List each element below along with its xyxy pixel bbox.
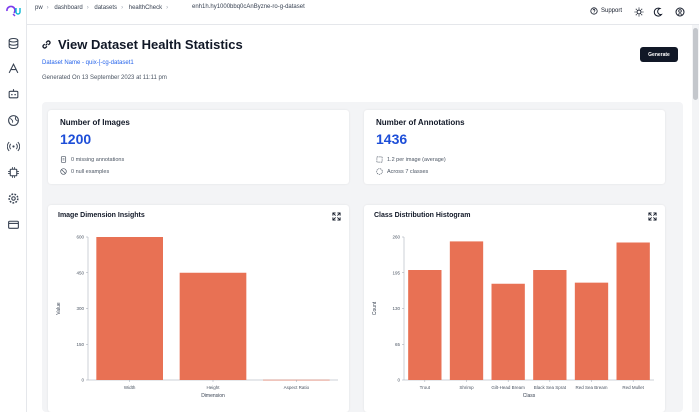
stat-value: 1436 bbox=[376, 131, 408, 147]
support-button[interactable]: Support bbox=[590, 7, 622, 15]
scrollbar-thumb[interactable] bbox=[693, 28, 698, 100]
y-axis-label: Value bbox=[56, 302, 62, 315]
card-icon[interactable] bbox=[7, 218, 20, 231]
classes-icon bbox=[376, 168, 383, 175]
images-stat-card: Number of Images 1200 0 missing annotati… bbox=[48, 110, 349, 184]
cpu-icon[interactable] bbox=[7, 166, 20, 179]
gear-icon[interactable] bbox=[7, 192, 20, 205]
app-logo[interactable] bbox=[5, 5, 23, 17]
main-content: View Dataset Health Statistics Dataset N… bbox=[27, 25, 692, 412]
chart-bar bbox=[96, 237, 163, 380]
class-chart-card: Class Distribution Histogram Count 0 65 130… bbox=[364, 205, 665, 412]
y-tick-label: 260 bbox=[392, 235, 400, 240]
chart-bar bbox=[491, 283, 525, 380]
chart-bar bbox=[533, 270, 567, 380]
y-axis-label: Count bbox=[372, 301, 378, 315]
document-icon bbox=[60, 156, 67, 163]
breadcrumb-item[interactable]: healthCheck bbox=[128, 5, 163, 11]
chart-title: Class Distribution Histogram bbox=[374, 212, 471, 219]
stat-line-text: 1.2 per image (average) bbox=[387, 156, 446, 163]
dimension-chart-card: Image Dimension Insights Value 0 150 300 450… bbox=[48, 205, 349, 412]
x-tick-label: Aspect Ratio bbox=[284, 385, 310, 390]
breadcrumb-item[interactable]: pw bbox=[35, 5, 43, 11]
chart-bar bbox=[449, 241, 484, 380]
expand-icon[interactable] bbox=[648, 212, 657, 221]
x-tick-label: Height bbox=[206, 385, 220, 390]
x-tick-label: Red Mullet bbox=[622, 385, 644, 390]
chart-bar bbox=[574, 282, 609, 380]
x-tick-label: Trout bbox=[420, 385, 431, 390]
x-tick-label: Shrimp bbox=[459, 385, 474, 390]
y-tick-label: 450 bbox=[76, 270, 84, 275]
breadcrumb: pw › dashboard › datasets › healthCheck › bbox=[35, 5, 172, 11]
stat-line: 0 null examples bbox=[60, 168, 109, 175]
stat-line-text: 0 missing annotations bbox=[71, 156, 125, 163]
chart-bar bbox=[616, 242, 650, 380]
page-title: View Dataset Health Statistics bbox=[41, 37, 243, 52]
y-tick-label: 0 bbox=[397, 378, 400, 383]
globe-icon[interactable] bbox=[7, 114, 20, 127]
user-icon[interactable] bbox=[675, 7, 685, 17]
breadcrumb-item[interactable]: datasets bbox=[94, 5, 118, 11]
y-tick-label: 65 bbox=[395, 342, 401, 347]
breadcrumb-separator: › bbox=[166, 5, 169, 11]
stat-line: 1.2 per image (average) bbox=[376, 156, 446, 163]
stat-line: 0 missing annotations bbox=[60, 156, 124, 163]
broadcast-icon[interactable] bbox=[7, 140, 20, 153]
x-axis-label: Dimension bbox=[201, 393, 225, 399]
breadcrumb-item[interactable]: dashboard bbox=[54, 5, 83, 11]
stat-value: 1200 bbox=[60, 131, 92, 147]
x-tick-label: Width bbox=[124, 385, 136, 390]
x-tick-label: Black Sea Sprat bbox=[534, 385, 567, 390]
scrollbar-track[interactable] bbox=[692, 25, 699, 412]
x-axis-label: Class bbox=[523, 393, 536, 399]
breadcrumb-current: enh1h.hy1000bbq0cAnByzne-ro-g-dataset bbox=[192, 4, 305, 10]
x-tick-label: Red Sea Bream bbox=[575, 385, 607, 390]
top-bar: pw › dashboard › datasets › healthCheck › en… bbox=[27, 0, 699, 25]
y-tick-label: 0 bbox=[81, 378, 84, 383]
dimension-bar-chart: Value 0 150 300 450 600 Width Height Aspect Rati… bbox=[56, 235, 338, 399]
chart-bar bbox=[408, 270, 442, 380]
stat-title: Number of Images bbox=[60, 118, 130, 127]
chart-title: Image Dimension Insights bbox=[58, 212, 145, 219]
y-tick-label: 195 bbox=[392, 270, 400, 275]
support-label: Support bbox=[601, 8, 623, 14]
dataset-name: Dataset Name - quix-[-cg-dataset1 bbox=[42, 60, 134, 66]
chart-bar bbox=[179, 272, 247, 380]
page-title-text: View Dataset Health Statistics bbox=[58, 37, 243, 52]
expand-icon[interactable] bbox=[332, 212, 341, 221]
annotations-stat-card: Number of Annotations 1436 1.2 per image… bbox=[364, 110, 665, 184]
moon-icon[interactable] bbox=[653, 7, 663, 17]
stat-title: Number of Annotations bbox=[376, 118, 465, 127]
stat-line-text: 0 null examples bbox=[71, 168, 110, 175]
sun-icon[interactable] bbox=[634, 7, 644, 17]
generated-on: Generated On 13 September 2023 at 11:11 … bbox=[42, 75, 167, 81]
bounding-box-icon bbox=[376, 156, 383, 163]
breadcrumb-separator: › bbox=[86, 5, 89, 11]
class-bar-chart: Count 0 65 130 195 260 Trout Shrimp Gilt-Head Br… bbox=[372, 235, 654, 399]
link-icon bbox=[42, 40, 51, 49]
y-tick-label: 300 bbox=[76, 306, 84, 311]
y-tick-label: 600 bbox=[76, 235, 84, 240]
help-circle-icon bbox=[590, 7, 598, 15]
x-tick-label: Gilt-Head Bream bbox=[491, 385, 525, 390]
stat-line: Across 7 classes bbox=[376, 168, 428, 175]
stat-line-text: Across 7 classes bbox=[387, 168, 429, 175]
annotate-icon[interactable] bbox=[7, 62, 20, 75]
breadcrumb-separator: › bbox=[46, 5, 49, 11]
y-tick-label: 130 bbox=[392, 306, 400, 311]
sidebar bbox=[0, 0, 27, 412]
breadcrumb-separator: › bbox=[121, 5, 124, 11]
robot-icon[interactable] bbox=[7, 87, 20, 100]
generate-button[interactable]: Generate bbox=[640, 47, 678, 62]
ban-icon bbox=[60, 168, 67, 175]
y-tick-label: 150 bbox=[76, 342, 84, 347]
database-icon[interactable] bbox=[7, 37, 20, 50]
